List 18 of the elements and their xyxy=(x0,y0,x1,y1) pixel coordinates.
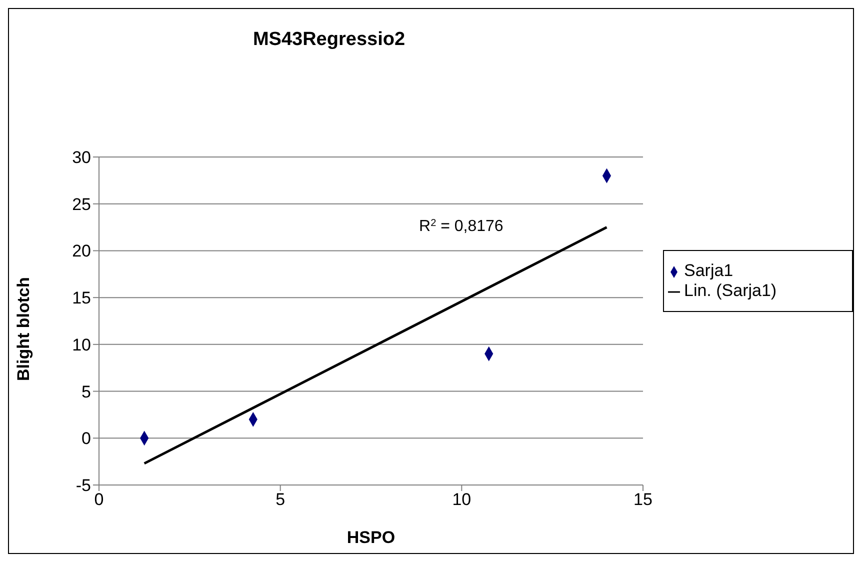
y-tick-label: 10 xyxy=(72,335,91,354)
chart-title: MS43Regressio2 xyxy=(252,29,406,51)
y-tick-label: 5 xyxy=(82,382,91,402)
annotation: R$^{2}$ = 0,8176 xyxy=(419,218,504,235)
y-axis-title: Blight blotch xyxy=(14,277,34,381)
y-tick-label: 20 xyxy=(72,242,91,261)
x-tick-label: 10 xyxy=(452,490,472,510)
legend-label: Lin. (Sarja1) xyxy=(684,281,777,300)
legend-label: Sarja1 xyxy=(684,261,734,280)
y-tick-label: 25 xyxy=(72,194,91,214)
x-axis-title: HSPO xyxy=(346,528,396,547)
y-tick-label: 15 xyxy=(72,288,91,308)
x-tick-label: 0 xyxy=(94,490,104,510)
x-tick-label: 5 xyxy=(276,490,286,510)
y-tick-label: 0 xyxy=(82,429,91,448)
x-tick-label: 15 xyxy=(634,490,652,510)
y-tick-label: 30 xyxy=(72,148,91,168)
y-tick-label: -5 xyxy=(76,476,91,496)
